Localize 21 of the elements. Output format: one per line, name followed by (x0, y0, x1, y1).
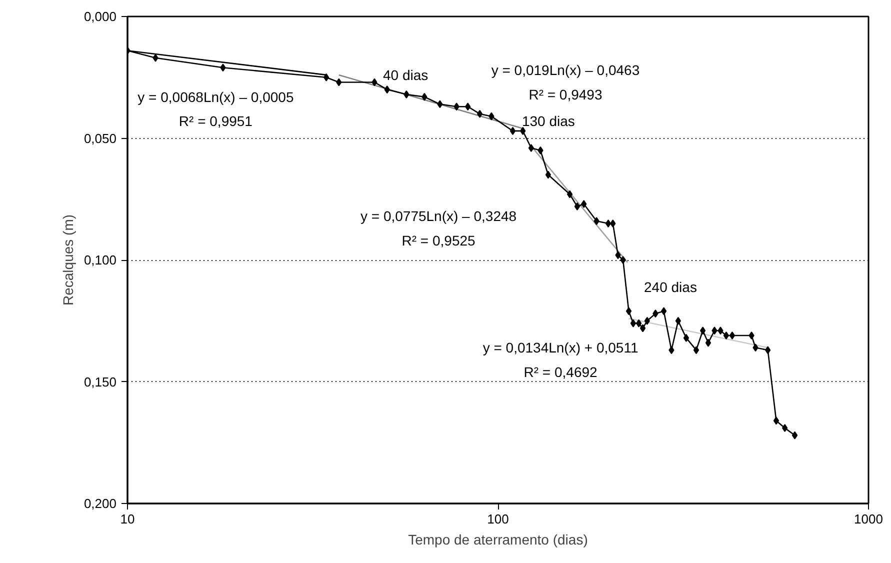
x-tick-label: 10 (120, 512, 135, 526)
annotation: 40 dias (382, 66, 428, 83)
annotation: y = 0,0134Ln(x) + 0,0511 (482, 340, 638, 356)
annotation: y = 0,0068Ln(x) – 0,0005 (138, 88, 294, 105)
annotation: R² = 0,4692 (524, 364, 598, 380)
y-tick-label: 0,050 (84, 130, 117, 146)
annotation: 130 dias (522, 113, 575, 130)
y-tick-label: 0,000 (84, 9, 117, 24)
y-tick-label: 0,100 (84, 252, 117, 268)
x-tick-label: 100 (487, 512, 509, 526)
annotation: R² = 0,9525 (402, 232, 476, 249)
annotation: 240 dias (644, 278, 697, 295)
y-tick-label: 0,200 (84, 496, 117, 511)
y-tick-label: 0,150 (84, 374, 117, 390)
annotation: y = 0,019Ln(x) – 0,0463 (491, 62, 640, 78)
y-axis-title: Recalques (m) (60, 214, 76, 306)
annotation: R² = 0,9951 (178, 113, 253, 130)
x-axis-title: Tempo de aterramento (dias) (408, 532, 588, 548)
x-tick-label: 1000 (854, 512, 883, 526)
annotation: R² = 0,9493 (528, 86, 602, 102)
annotation: y = 0,0775Ln(x) – 0,3248 (360, 208, 517, 224)
